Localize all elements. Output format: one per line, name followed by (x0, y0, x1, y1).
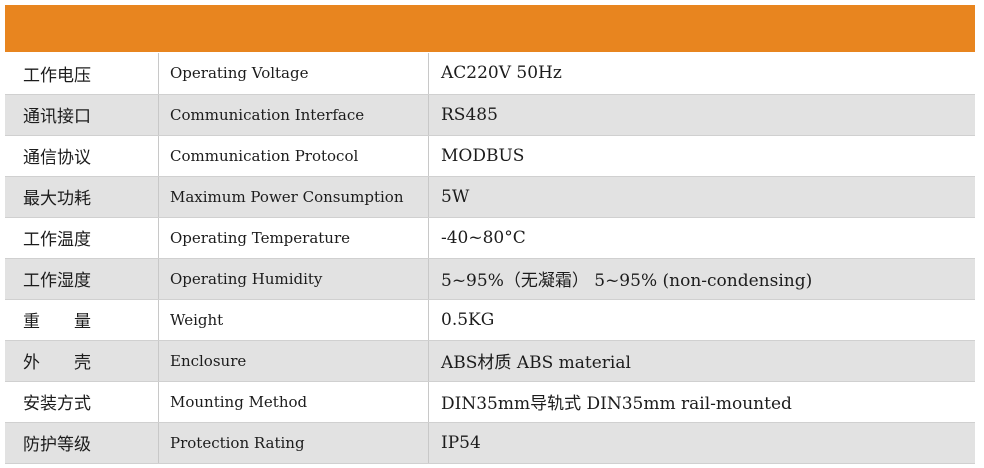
spec-table: 工作电压 Operating Voltage AC220V 50Hz 通讯接口 … (5, 53, 975, 464)
spec-value: 5~95%（无凝霜） 5~95% (non-condensing) (428, 258, 975, 300)
table-row: 工作电压 Operating Voltage AC220V 50Hz (5, 53, 975, 95)
spec-name-cn: 最大功耗 (5, 176, 159, 218)
spec-name-cn: 通讯接口 (5, 94, 159, 136)
spec-value: RS485 (428, 94, 975, 136)
spec-name-cn: 工作温度 (5, 217, 159, 259)
table-row: 防护等级 Protection Rating IP54 (5, 422, 975, 464)
table-row: 最大功耗 Maximum Power Consumption 5W (5, 176, 975, 218)
spec-name-en: Communication Interface (158, 94, 429, 136)
table-row: 外 壳 Enclosure ABS材质 ABS material (5, 340, 975, 382)
table-row: 安装方式 Mounting Method DIN35mm导轨式 DIN35mm … (5, 381, 975, 423)
spec-value: MODBUS (428, 135, 975, 177)
spec-name-en: Mounting Method (158, 381, 429, 423)
table-row: 通讯接口 Communication Interface RS485 (5, 94, 975, 136)
table-row: 通信协议 Communication Protocol MODBUS (5, 135, 975, 177)
spec-name-cn: 工作湿度 (5, 258, 159, 300)
spec-value: AC220V 50Hz (428, 53, 975, 95)
spec-name-cn: 防护等级 (5, 422, 159, 464)
table-row: 工作温度 Operating Temperature -40~80°C (5, 217, 975, 259)
table-row: 工作湿度 Operating Humidity 5~95%（无凝霜） 5~95%… (5, 258, 975, 300)
spec-name-en: Operating Humidity (158, 258, 429, 300)
spec-value: ABS材质 ABS material (428, 340, 975, 382)
header-bar (5, 5, 975, 52)
spec-name-en: Protection Rating (158, 422, 429, 464)
spec-name-en: Operating Voltage (158, 53, 429, 95)
spec-name-cn: 安装方式 (5, 381, 159, 423)
spec-value: 0.5KG (428, 299, 975, 341)
spec-value: -40~80°C (428, 217, 975, 259)
spec-name-cn: 外 壳 (5, 340, 159, 382)
spec-name-en: Communication Protocol (158, 135, 429, 177)
spec-name-cn: 通信协议 (5, 135, 159, 177)
spec-name-en: Operating Temperature (158, 217, 429, 259)
spec-name-cn: 重 量 (5, 299, 159, 341)
spec-name-en: Enclosure (158, 340, 429, 382)
spec-name-en: Weight (158, 299, 429, 341)
spec-name-cn: 工作电压 (5, 53, 159, 95)
spec-name-en: Maximum Power Consumption (158, 176, 429, 218)
spec-value: 5W (428, 176, 975, 218)
table-row: 重 量 Weight 0.5KG (5, 299, 975, 341)
spec-value: DIN35mm导轨式 DIN35mm rail-mounted (428, 381, 975, 423)
spec-value: IP54 (428, 422, 975, 464)
